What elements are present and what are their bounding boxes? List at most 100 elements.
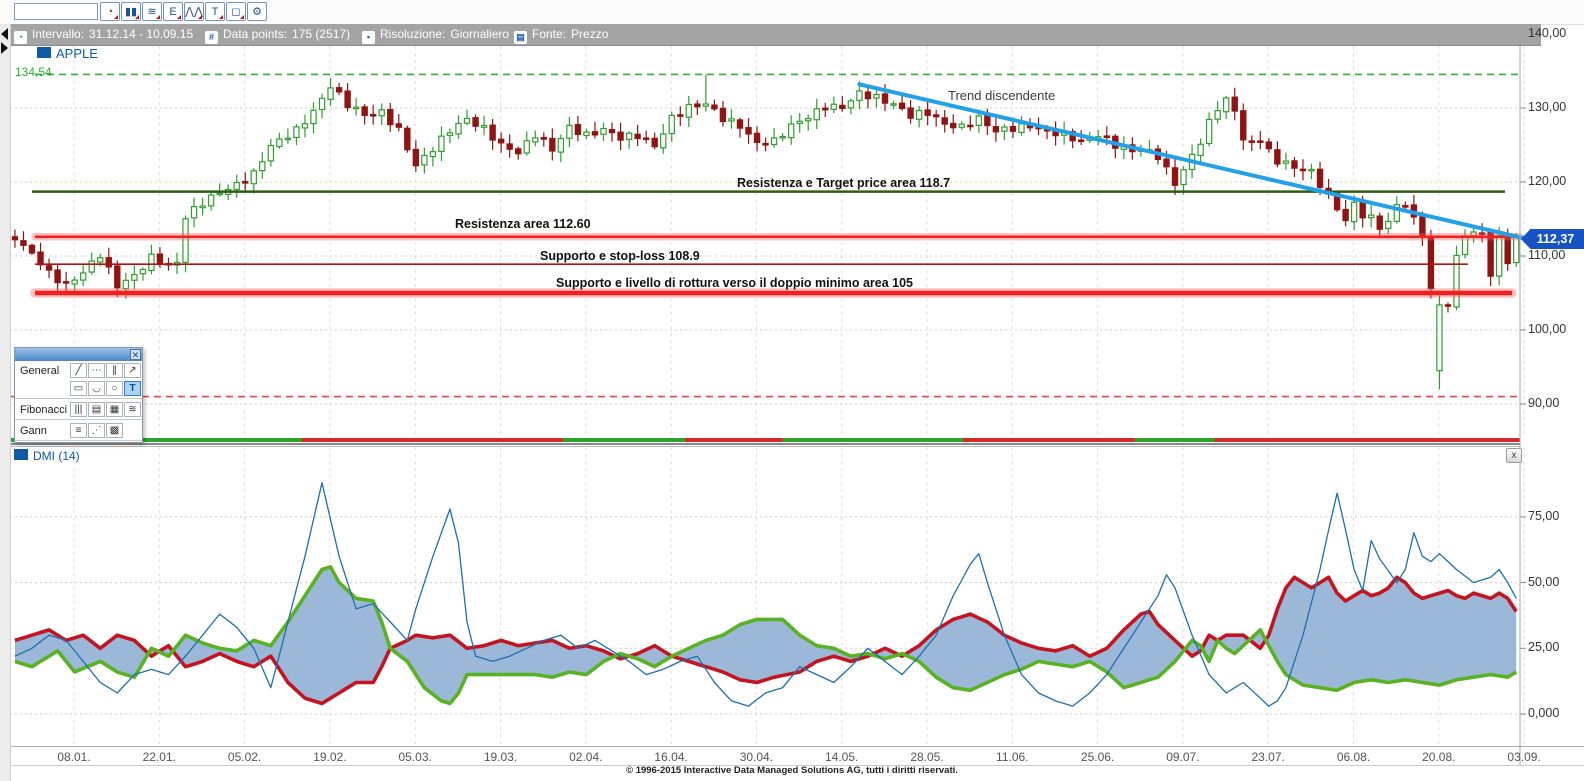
copyright-text: © 1996-2015 Interactive Data Managed Sol… bbox=[626, 765, 958, 776]
collapse-left-arrow[interactable] bbox=[1, 28, 8, 40]
arrow-tool-icon[interactable]: ↗ bbox=[124, 363, 141, 378]
date-axis-label: 05.03. bbox=[398, 750, 432, 764]
infobar-value: 31.12.14 - 10.09.15 bbox=[89, 27, 194, 41]
infobar-item: # Data points: 175 (2517) bbox=[205, 24, 350, 45]
infobar-icon: ◔ bbox=[14, 31, 27, 44]
infobar-value: Giornaliero bbox=[450, 27, 510, 41]
dotted-line-tool-icon[interactable]: ⋯ bbox=[88, 363, 105, 378]
high-level-label: 134,54 bbox=[15, 65, 52, 79]
price-axis-label: 110,00 bbox=[1528, 248, 1566, 262]
expand-right-arrow[interactable] bbox=[1, 42, 8, 54]
infobar-icon: ▤ bbox=[514, 31, 527, 44]
infobar-item: ▪ Risoluzione: Giornaliero bbox=[362, 24, 509, 45]
price-axis-label: 100,00 bbox=[1528, 322, 1567, 336]
level-annotation[interactable]: Supporto e livello di rottura verso il d… bbox=[556, 276, 914, 290]
trend-annotation[interactable]: Trend discendente bbox=[948, 88, 1056, 103]
fib-retracement-tool-icon[interactable]: ||| bbox=[70, 402, 87, 417]
gann-fan-tool-icon[interactable]: ⋰ bbox=[88, 423, 105, 438]
palette-group-label: General bbox=[20, 364, 60, 377]
dmi-close-button[interactable]: x bbox=[1506, 448, 1522, 463]
palette-title-bar[interactable]: ✕ bbox=[15, 348, 142, 361]
panel-frame bbox=[0, 33, 1584, 766]
infobar-item: ◔ Intervallo: 31.12.14 - 10.09.15 bbox=[14, 24, 193, 45]
symbol-name: APPLE bbox=[56, 46, 98, 61]
infobar-label: Fonte: bbox=[532, 27, 567, 41]
parallel-lines-tool-icon[interactable]: ∥ bbox=[106, 363, 123, 378]
price-axis-label: 130,00 bbox=[1528, 100, 1567, 114]
price-axis-label: 140,00 bbox=[1528, 26, 1567, 40]
fib-arcs-tool-icon[interactable]: ≋ bbox=[124, 402, 141, 417]
trend-strip bbox=[0, 438, 1520, 445]
trend-line[interactable] bbox=[857, 82, 1526, 241]
date-axis-label: 22.01. bbox=[142, 750, 176, 764]
price-axis-label: 120,00 bbox=[1528, 174, 1567, 188]
series-color-swatch bbox=[37, 47, 51, 58]
level-annotation[interactable]: Resistenza area 112.60 bbox=[455, 217, 591, 231]
date-axis-label: 16.04. bbox=[654, 750, 688, 764]
chart-info-bar: ◔ Intervallo: 31.12.14 - 10.09.15 # Data poi… bbox=[0, 24, 1541, 45]
chart-type-tool-icon[interactable]: ▮▮ bbox=[121, 2, 141, 21]
level-annotation[interactable]: Resistenza e Target price area 118.7 bbox=[737, 176, 951, 190]
gann-lines-tool-icon[interactable]: ≡ bbox=[70, 423, 87, 438]
infobar-label: Data points: bbox=[223, 27, 288, 41]
dmi-axis-label: 25,00 bbox=[1528, 640, 1560, 655]
arc-tool-icon[interactable]: ◡ bbox=[88, 381, 105, 396]
date-axis-label: 08.01. bbox=[57, 750, 91, 764]
left-rail bbox=[0, 24, 11, 781]
dmi-axis-label: 50,00 bbox=[1528, 574, 1560, 589]
settings-tool-icon[interactable]: ⚙ bbox=[247, 2, 267, 21]
date-axis-label: 20.08. bbox=[1422, 750, 1456, 764]
infobar-label: Intervallo: bbox=[32, 27, 85, 41]
candlestick-series bbox=[11, 74, 1520, 390]
palette-group-label: Gann bbox=[20, 424, 47, 437]
drawing-tools-palette: ✕ General ╱ ⋯ ∥ ↗ ▭ ◡ ○ T Fibonacci ||| ▤ ▦ ≋ Gann ≡ ⋰ ▩ bbox=[14, 347, 143, 443]
infobar-value: 175 (2517) bbox=[292, 27, 351, 41]
date-axis-label: 25.06. bbox=[1080, 750, 1115, 764]
infobar-value: Prezzo bbox=[571, 27, 609, 41]
dmi-axis-label: 0,000 bbox=[1528, 706, 1560, 720]
symbol-search-input[interactable] bbox=[14, 3, 98, 20]
last-price-tag: 112,37 bbox=[1521, 229, 1584, 249]
date-axis-label: 19.03. bbox=[483, 750, 518, 764]
level-annotation[interactable]: Supporto e stop-loss 108.9 bbox=[540, 249, 700, 263]
dmi-color-swatch bbox=[14, 449, 28, 460]
rectangle-tool-icon[interactable]: ▭ bbox=[70, 381, 87, 396]
date-axis-label: 30.04. bbox=[739, 750, 774, 764]
dmi-legend: DMI (14) bbox=[14, 449, 80, 463]
events-tool-icon[interactable]: E bbox=[163, 2, 183, 21]
gann-grid-tool-icon[interactable]: ▩ bbox=[106, 423, 123, 438]
dmi-series bbox=[14, 482, 1518, 707]
infobar-label: Risoluzione: bbox=[380, 27, 446, 41]
infobar-item: ▤ Fonte: Prezzo bbox=[514, 24, 608, 45]
studies-tool-icon[interactable]: ⋀⋀ bbox=[184, 2, 204, 21]
dmi-title: DMI (14) bbox=[33, 449, 80, 463]
date-axis-label: 19.02. bbox=[313, 750, 347, 764]
level-lines[interactable] bbox=[10, 73, 1524, 398]
date-axis-label: 09.07. bbox=[1166, 750, 1200, 764]
line-chart-tool-icon[interactable]: ≋ bbox=[142, 2, 162, 21]
date-axis-label: 02.04. bbox=[569, 750, 603, 764]
date-axis-label: 23.07. bbox=[1251, 750, 1285, 764]
top-toolbar: ◔ ▮▮ ≋ E ⋀⋀ T ◻ ⚙ bbox=[0, 0, 1584, 25]
fib-grid-tool-icon[interactable]: ▦ bbox=[106, 402, 123, 417]
date-axis-label: 03.09. bbox=[1507, 750, 1541, 764]
text-tool-icon[interactable]: T bbox=[205, 2, 225, 21]
ellipse-tool-icon[interactable]: ○ bbox=[106, 381, 123, 396]
palette-group-label: Fibonacci bbox=[20, 403, 68, 416]
date-axis-label: 14.05. bbox=[825, 750, 859, 764]
fib-time-zones-tool-icon[interactable]: ▤ bbox=[88, 402, 105, 417]
infobar-icon: ▪ bbox=[362, 31, 375, 44]
price-axis-label: 90,00 bbox=[1528, 396, 1560, 410]
annotation-tool-icon[interactable]: ◻ bbox=[226, 2, 246, 21]
date-axis-label: 28.05. bbox=[910, 750, 944, 764]
infobar-icon: # bbox=[205, 31, 218, 44]
date-axis-label: 06.08. bbox=[1336, 750, 1371, 764]
symbol-legend: APPLE bbox=[37, 46, 98, 61]
date-axis-label: 11.06. bbox=[996, 750, 1029, 764]
interval-tool-icon[interactable]: ◔ bbox=[100, 2, 120, 21]
dmi-axis-label: 75,00 bbox=[1528, 508, 1560, 523]
palette-close-icon[interactable]: ✕ bbox=[130, 349, 141, 360]
line-tool-icon[interactable]: ╱ bbox=[70, 363, 87, 378]
text-label-tool-icon[interactable]: T bbox=[124, 381, 141, 396]
